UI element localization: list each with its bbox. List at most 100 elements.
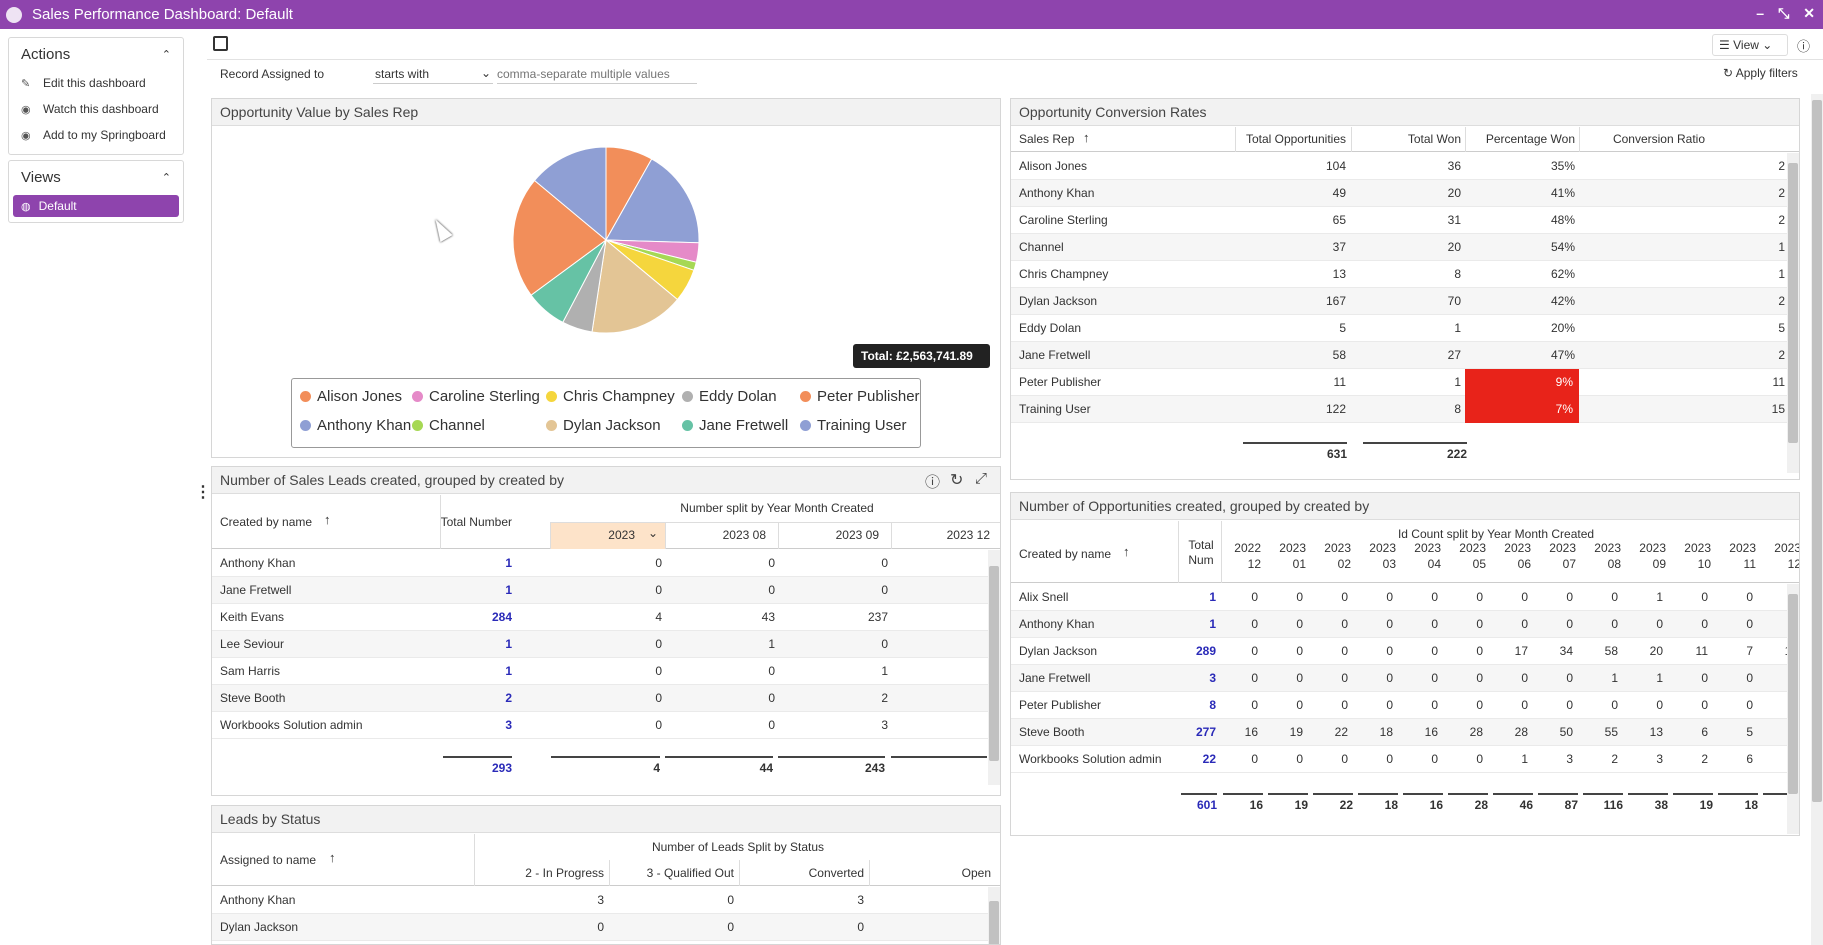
month-header[interactable]: 2022	[1234, 541, 1261, 555]
expand-icon[interactable]: ⤢	[975, 470, 988, 487]
table-scrollbar-thumb[interactable]	[1788, 594, 1798, 794]
info-icon[interactable]: ⓘ	[925, 474, 941, 491]
legend-item[interactable]: Training User	[800, 417, 906, 434]
legend-item[interactable]: Alison Jones	[300, 388, 402, 405]
cell-link[interactable]: 1	[505, 637, 512, 651]
minimize-icon[interactable]: –	[1756, 5, 1765, 21]
status-header-cell[interactable]: 2 - In Progress	[525, 866, 604, 880]
column-header[interactable]: Assigned to name	[220, 853, 317, 867]
table-row[interactable]: Anthony Khan 1 0 0 0	[212, 550, 988, 577]
table-row[interactable]: Peter Publisher 8 0 0 0 0 0 0 0 0 0 0 0 0	[1011, 692, 1787, 719]
table-scrollbar[interactable]	[988, 887, 1000, 944]
month-header[interactable]: 12	[1787, 557, 1800, 571]
column-header[interactable]: Total Opportunities	[1245, 132, 1346, 146]
table-row[interactable]: Jane Fretwell 58 27 47% 2	[1011, 342, 1787, 369]
month-header[interactable]: 08	[1607, 557, 1621, 571]
column-header[interactable]: Sales Rep	[1019, 132, 1075, 146]
month-header[interactable]: 2023	[1729, 541, 1756, 555]
month-header[interactable]: 2023 08	[722, 528, 766, 542]
close-icon[interactable]: ✕	[1803, 5, 1815, 21]
table-row[interactable]: Peter Publisher 11 1 9% 11	[1011, 369, 1787, 396]
filter-operator-select[interactable]: starts with ⌄	[373, 64, 493, 84]
sort-asc-icon[interactable]: ↑	[1083, 130, 1090, 145]
legend-item[interactable]: Peter Publisher	[800, 388, 920, 405]
table-row[interactable]: Lee Seviour 1 0 1 0	[212, 631, 988, 658]
column-header[interactable]: Conversion Ratio	[1612, 132, 1705, 146]
pie-slice-peter-publisher[interactable]	[512, 179, 607, 296]
cell-link[interactable]: 22	[1202, 752, 1216, 766]
month-header[interactable]: 2023	[1504, 541, 1531, 555]
table-row[interactable]: Workbooks Solution admin 3 0 0 3	[212, 712, 988, 739]
refresh-icon[interactable]: ↻	[950, 472, 964, 489]
month-header[interactable]: 2023	[1279, 541, 1306, 555]
month-header[interactable]: 09	[1652, 557, 1666, 571]
table-row[interactable]: Jane Fretwell 3 0 0 0 0 0 0 0 0 1 1 0 0	[1011, 665, 1787, 692]
cell-link[interactable]: 284	[491, 610, 512, 624]
month-header[interactable]: 01	[1292, 557, 1306, 571]
cell-link[interactable]: 277	[1195, 725, 1216, 739]
month-header[interactable]: 2023	[608, 528, 635, 542]
action-watch-dashboard[interactable]: ◉ Watch this dashboard	[9, 96, 183, 122]
table-row[interactable]: Steve Booth 2 0 0 2	[212, 685, 988, 712]
month-header[interactable]: 2023	[1639, 541, 1666, 555]
column-header[interactable]: Total Number	[440, 515, 512, 529]
month-header[interactable]: 06	[1517, 557, 1531, 571]
table-row[interactable]: Chris Champney 13 8 62% 1	[1011, 261, 1787, 288]
table-row[interactable]: Jane Fretwell 1 0 0 0	[212, 577, 988, 604]
cell-link[interactable]: 3	[1209, 671, 1216, 685]
month-header[interactable]: 2023	[1414, 541, 1441, 555]
table-row[interactable]: Steve Booth 277 16 19 22 18 16 28 28 50 55 13 6 5	[1011, 719, 1787, 746]
table-row[interactable]: Anthony Khan 3 0 3	[212, 887, 988, 914]
month-header[interactable]: 07	[1562, 557, 1576, 571]
month-header[interactable]: 2023	[1549, 541, 1576, 555]
column-header[interactable]: Total Won	[1407, 132, 1461, 146]
legend-item[interactable]: Anthony Khan	[300, 417, 411, 434]
action-edit-dashboard[interactable]: ✎ Edit this dashboard	[9, 70, 183, 96]
column-header[interactable]: Percentage Won	[1485, 132, 1575, 146]
page-scrollbar[interactable]	[1811, 94, 1823, 945]
cell-link[interactable]: 2	[505, 691, 512, 705]
month-header[interactable]: 12	[1247, 557, 1261, 571]
pie-chart[interactable]	[506, 140, 706, 340]
legend-item[interactable]: Jane Fretwell	[682, 417, 788, 434]
page-scrollbar-thumb[interactable]	[1812, 100, 1822, 802]
month-header[interactable]: 11	[1743, 557, 1756, 571]
table-scrollbar[interactable]	[1787, 153, 1799, 473]
cell-link[interactable]: 3	[505, 718, 512, 732]
sort-asc-icon[interactable]: ↑	[324, 512, 331, 527]
month-header[interactable]: 2023 09	[835, 528, 879, 542]
table-row[interactable]: Training User 122 8 7% 15	[1011, 396, 1787, 423]
table-row[interactable]: Keith Evans 284 4 43 237	[212, 604, 988, 631]
panel-menu-icon[interactable]: ⋮	[195, 484, 211, 501]
table-scrollbar-thumb[interactable]	[989, 566, 999, 761]
maximize-icon[interactable]: ⤡	[1778, 5, 1790, 21]
legend-item[interactable]: Channel	[412, 417, 485, 434]
column-header[interactable]: Created by name	[1019, 547, 1112, 561]
month-header[interactable]: 10	[1697, 557, 1711, 571]
cell-link[interactable]: 1	[505, 556, 512, 570]
action-add-springboard[interactable]: ◉ Add to my Springboard	[9, 122, 183, 148]
column-header[interactable]: Created by name	[220, 515, 313, 529]
cell-link[interactable]: 1	[505, 664, 512, 678]
month-header[interactable]: 04	[1427, 557, 1441, 571]
view-menu-button[interactable]: ☰ View ⌄	[1712, 34, 1788, 56]
cell-link[interactable]: 1	[1209, 590, 1216, 604]
apply-filters-button[interactable]: ↻ Apply filters	[1723, 66, 1798, 80]
table-row[interactable]: Alison Jones 104 36 35% 2	[1011, 153, 1787, 180]
cell-link[interactable]: 8	[1209, 698, 1216, 712]
table-row[interactable]: Sam Harris 1 0 0 1	[212, 658, 988, 685]
column-header[interactable]: Total	[1188, 538, 1214, 552]
table-scrollbar-thumb[interactable]	[989, 901, 999, 944]
month-header[interactable]: 03	[1382, 557, 1396, 571]
month-header[interactable]: 2023	[1594, 541, 1621, 555]
month-header[interactable]: 2023	[1369, 541, 1396, 555]
legend-item[interactable]: Caroline Sterling	[412, 388, 540, 405]
legend-item[interactable]: Chris Champney	[546, 388, 675, 405]
cell-link[interactable]: 1	[505, 583, 512, 597]
month-header[interactable]: 2023	[1684, 541, 1711, 555]
view-default[interactable]: ◍ Default	[13, 195, 179, 217]
views-header[interactable]: Views ⌃	[9, 161, 183, 193]
chevron-up-icon[interactable]: ⌃	[161, 48, 171, 61]
table-row[interactable]: Eddy Dolan 5 1 20% 5	[1011, 315, 1787, 342]
status-header-cell[interactable]: Open	[961, 866, 991, 880]
